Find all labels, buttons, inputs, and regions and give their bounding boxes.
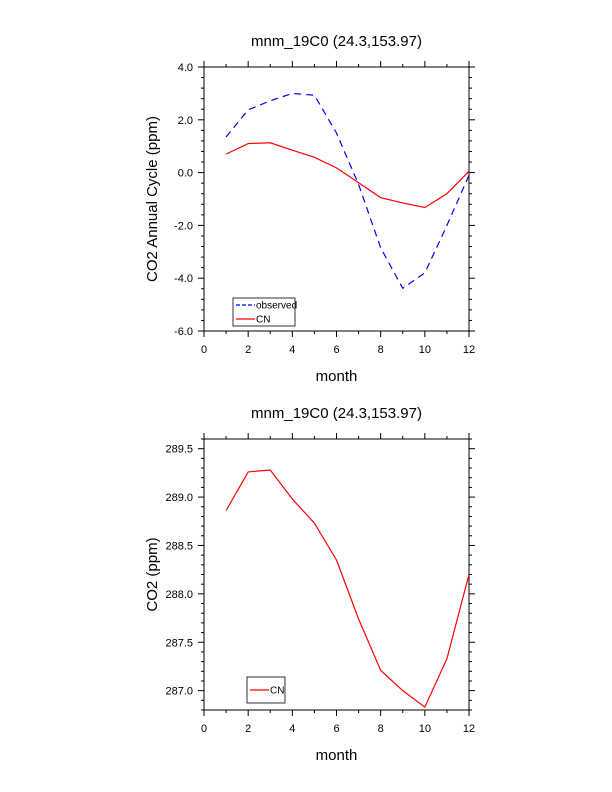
legend-label: observed (256, 301, 297, 312)
x-tick-label: 12 (463, 723, 475, 735)
chart-title: mnm_19C0 (24.3,153.97) (251, 33, 422, 50)
y-tick-label: 287.5 (165, 637, 193, 649)
chart-1: 0 2 4 6 8 10 12 -6.0 -4.0 -2.0 0.0 2.0 4.0 mnm_19C0 (… (144, 33, 475, 385)
y-tick-label: 288.5 (165, 540, 193, 552)
legend-box (232, 297, 296, 327)
x-tick-label: 0 (201, 344, 207, 356)
legend-label: CN (270, 686, 284, 697)
x-axis-label: month (316, 747, 358, 764)
x-tick-label: 6 (333, 723, 339, 735)
x-tick-label: 6 (333, 344, 339, 356)
y-tick-label: 2.0 (178, 115, 193, 127)
y-tick-label: -6.0 (174, 326, 193, 338)
y-tick-label: -4.0 (174, 273, 193, 285)
legend: observed CN (232, 297, 297, 327)
x-tick-label: 4 (289, 344, 295, 356)
legend: CN (246, 676, 286, 704)
x-axis-label: month (316, 368, 358, 385)
x-tick-label: 2 (245, 344, 251, 356)
y-axis-label: CO2 Annual Cycle (ppm) (144, 116, 161, 282)
y-axis-label: CO2 (ppm) (144, 537, 161, 611)
chart-2: 0 2 4 6 8 10 12 287.0 287.5 288.0 288.5 289.0 289.5 m… (144, 405, 475, 764)
y-tick-label: -2.0 (174, 220, 193, 232)
y-tick-label: 289.5 (165, 444, 193, 456)
x-tick-label: 12 (463, 344, 475, 356)
y-tick-label: 0.0 (178, 168, 193, 180)
y-tick-label: 287.0 (165, 686, 193, 698)
series-line-CN (225, 142, 470, 209)
x-tick-label: 0 (201, 723, 207, 735)
plot-frame (203, 66, 470, 332)
legend-label: CN (256, 315, 270, 326)
y-tick-label: 289.0 (165, 492, 193, 504)
x-tick-label: 4 (289, 723, 295, 735)
chart-title: mnm_19C0 (24.3,153.97) (251, 405, 422, 422)
x-tick-label: 8 (378, 723, 384, 735)
y-tick-label: 288.0 (165, 589, 193, 601)
x-tick-label: 8 (378, 344, 384, 356)
series-line-CN (225, 469, 470, 709)
x-tick-label: 10 (419, 344, 431, 356)
x-tick-label: 2 (245, 723, 251, 735)
series-line-observed (225, 92, 470, 290)
y-tick-label: 4.0 (178, 62, 193, 74)
x-tick-label: 10 (419, 723, 431, 735)
